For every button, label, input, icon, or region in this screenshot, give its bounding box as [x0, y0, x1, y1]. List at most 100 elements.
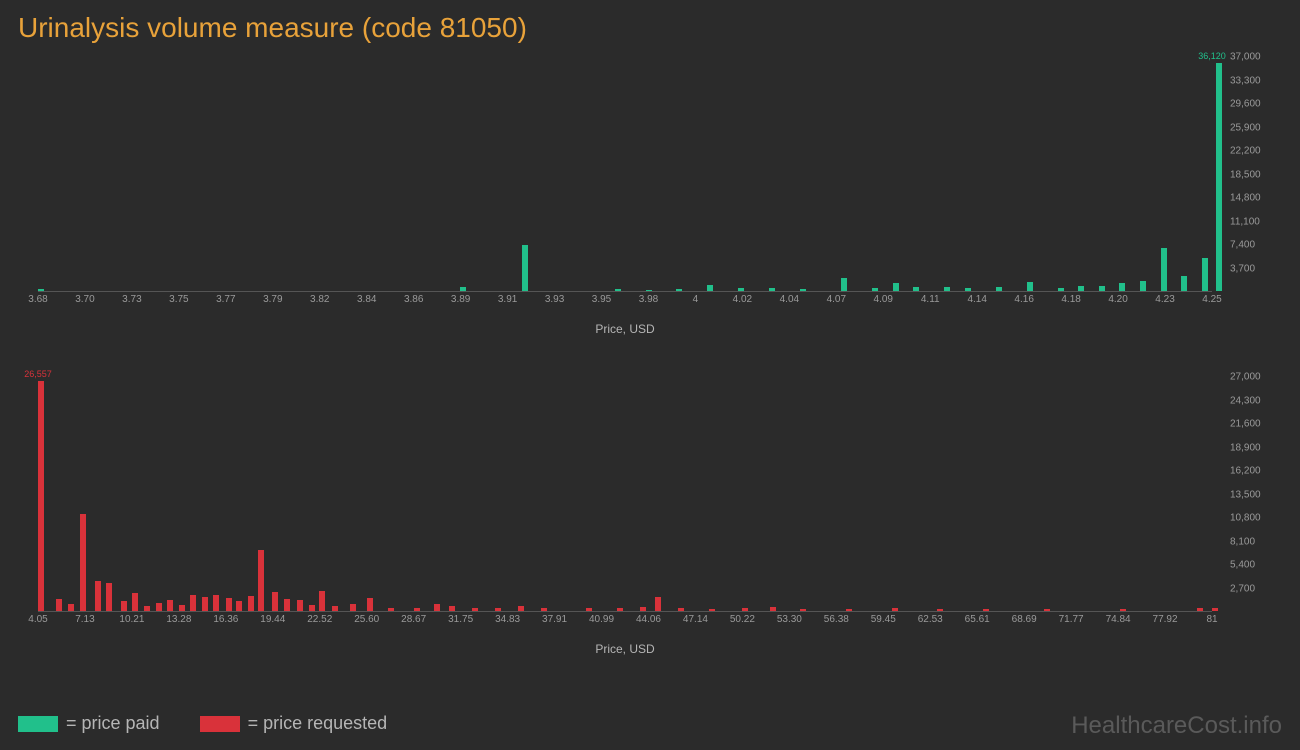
bar: [1197, 608, 1203, 611]
xtick: 3.91: [498, 294, 517, 305]
xtick: 4.05: [28, 614, 47, 625]
bar: [709, 609, 715, 611]
xtick: 4.16: [1014, 294, 1033, 305]
ytick: 11,100: [1230, 216, 1260, 227]
bar: [655, 597, 661, 611]
bar: [586, 608, 592, 611]
bar: [913, 287, 919, 291]
xtick: 3.73: [122, 294, 141, 305]
ytick: 8,100: [1230, 536, 1255, 547]
bar: [1202, 258, 1208, 291]
bar: [460, 287, 466, 291]
bar: [449, 606, 455, 611]
xtick: 37.91: [542, 614, 567, 625]
swatch-green: [18, 716, 58, 732]
xtick: 3.84: [357, 294, 376, 305]
xtick: 19.44: [260, 614, 285, 625]
bar: [615, 289, 621, 291]
chart2-xticks: 4.057.1310.2113.2816.3619.4422.5225.6028…: [38, 612, 1212, 632]
xtick: 53.30: [777, 614, 802, 625]
bar: [121, 601, 127, 611]
ytick: 10,800: [1230, 513, 1261, 524]
ytick: 2,700: [1230, 583, 1255, 594]
xtick: 3.70: [75, 294, 94, 305]
bar: [167, 600, 173, 611]
bar: [190, 595, 196, 611]
bar: [996, 287, 1002, 291]
xtick: 3.86: [404, 294, 423, 305]
legend: = price paid = price requested: [18, 713, 387, 734]
bar: [846, 609, 852, 611]
bar: [434, 604, 440, 611]
bar: [1161, 248, 1167, 291]
xtick: 7.13: [75, 614, 94, 625]
bar: [769, 288, 775, 291]
xtick: 4.18: [1061, 294, 1080, 305]
legend-requested: = price requested: [200, 713, 388, 734]
bar: [1181, 276, 1187, 291]
xtick: 47.14: [683, 614, 708, 625]
bar: [272, 592, 278, 611]
xtick: 81: [1206, 614, 1217, 625]
xtick: 4.04: [780, 294, 799, 305]
ytick: 22,200: [1230, 146, 1261, 157]
xtick: 56.38: [824, 614, 849, 625]
page-title: Urinalysis volume measure (code 81050): [0, 0, 1300, 52]
bar: [213, 595, 219, 611]
bar: [1119, 283, 1125, 291]
bar: [893, 283, 899, 291]
bar: [1058, 288, 1064, 291]
bar: [742, 608, 748, 611]
xtick: 16.36: [213, 614, 238, 625]
bar: [38, 289, 44, 291]
watermark: HealthcareCost.info: [1071, 712, 1282, 740]
bar: [297, 600, 303, 611]
bar: [248, 596, 254, 611]
bar: [1212, 608, 1218, 611]
bar: [179, 605, 185, 611]
xtick: 62.53: [918, 614, 943, 625]
xtick: 4.14: [967, 294, 986, 305]
xtick: 65.61: [965, 614, 990, 625]
ytick: 25,900: [1230, 122, 1261, 133]
xtick: 3.89: [451, 294, 470, 305]
bar: [80, 514, 86, 611]
bar: [770, 607, 776, 611]
xtick: 3.68: [28, 294, 47, 305]
xtick: 4.07: [827, 294, 846, 305]
xtick: 28.67: [401, 614, 426, 625]
ytick: 18,900: [1230, 442, 1261, 453]
bar: [38, 381, 44, 611]
bar: [1120, 609, 1126, 611]
xtick: 71.77: [1059, 614, 1084, 625]
bar: [106, 583, 112, 611]
bar: [350, 604, 356, 611]
bar: [236, 601, 242, 611]
bar: [707, 285, 713, 291]
chart1-xticks: 3.683.703.733.753.773.793.823.843.863.89…: [38, 292, 1212, 312]
bar: [202, 597, 208, 611]
bar: [872, 288, 878, 291]
bar: [156, 603, 162, 611]
chart2-yticks: 2,7005,4008,10010,80013,50016,20018,9002…: [1222, 377, 1282, 612]
xtick: 3.93: [545, 294, 564, 305]
ytick: 27,000: [1230, 372, 1261, 383]
xtick: 68.69: [1012, 614, 1037, 625]
xtick: 4.11: [921, 294, 940, 305]
xtick: 10.21: [119, 614, 144, 625]
bar: [414, 608, 420, 611]
bar: [1044, 609, 1050, 611]
xtick: 3.98: [639, 294, 658, 305]
bar: [944, 287, 950, 291]
bar: [640, 607, 646, 611]
ytick: 3,700: [1230, 263, 1255, 274]
bar: [800, 289, 806, 291]
bar: [1099, 286, 1105, 291]
bar: [541, 608, 547, 611]
ytick: 29,600: [1230, 99, 1261, 110]
xtick: 22.52: [307, 614, 332, 625]
bar: [226, 598, 232, 611]
ytick: 7,400: [1230, 240, 1255, 251]
chart-price-paid: 36,120 3,7007,40011,10014,80018,50022,20…: [18, 52, 1282, 342]
chart1-plot: 36,120: [38, 57, 1212, 292]
